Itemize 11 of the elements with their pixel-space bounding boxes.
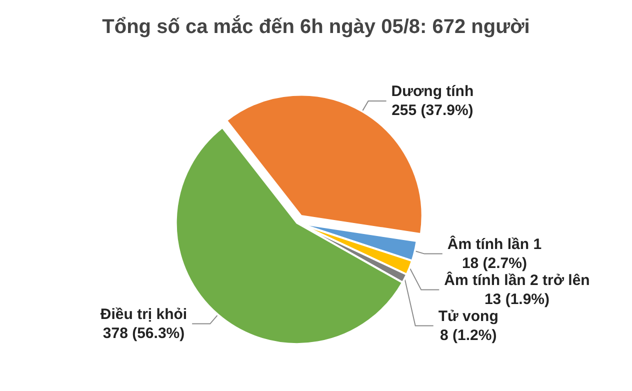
slice-label: Dương tính — [391, 82, 474, 100]
slice-label: Điều trị khỏi — [100, 306, 188, 323]
data-label: 18 (2.7%) — [462, 254, 527, 272]
slice-label: Âm tính lần 2 trở lên — [444, 270, 590, 289]
data-label: 255 (37.9%) — [392, 102, 474, 119]
slice-label: Tử vong — [438, 308, 498, 325]
data-label: 8 (1.2%) — [440, 326, 497, 344]
data-label: 13 (1.9%) — [484, 290, 550, 308]
chart-title: Tổng số ca mắc đến 6h ngày 05/8: 672 người — [102, 15, 530, 38]
slice-label: Âm tính lần 1 — [447, 234, 542, 253]
data-label: 378 (56.3%) — [102, 324, 185, 342]
